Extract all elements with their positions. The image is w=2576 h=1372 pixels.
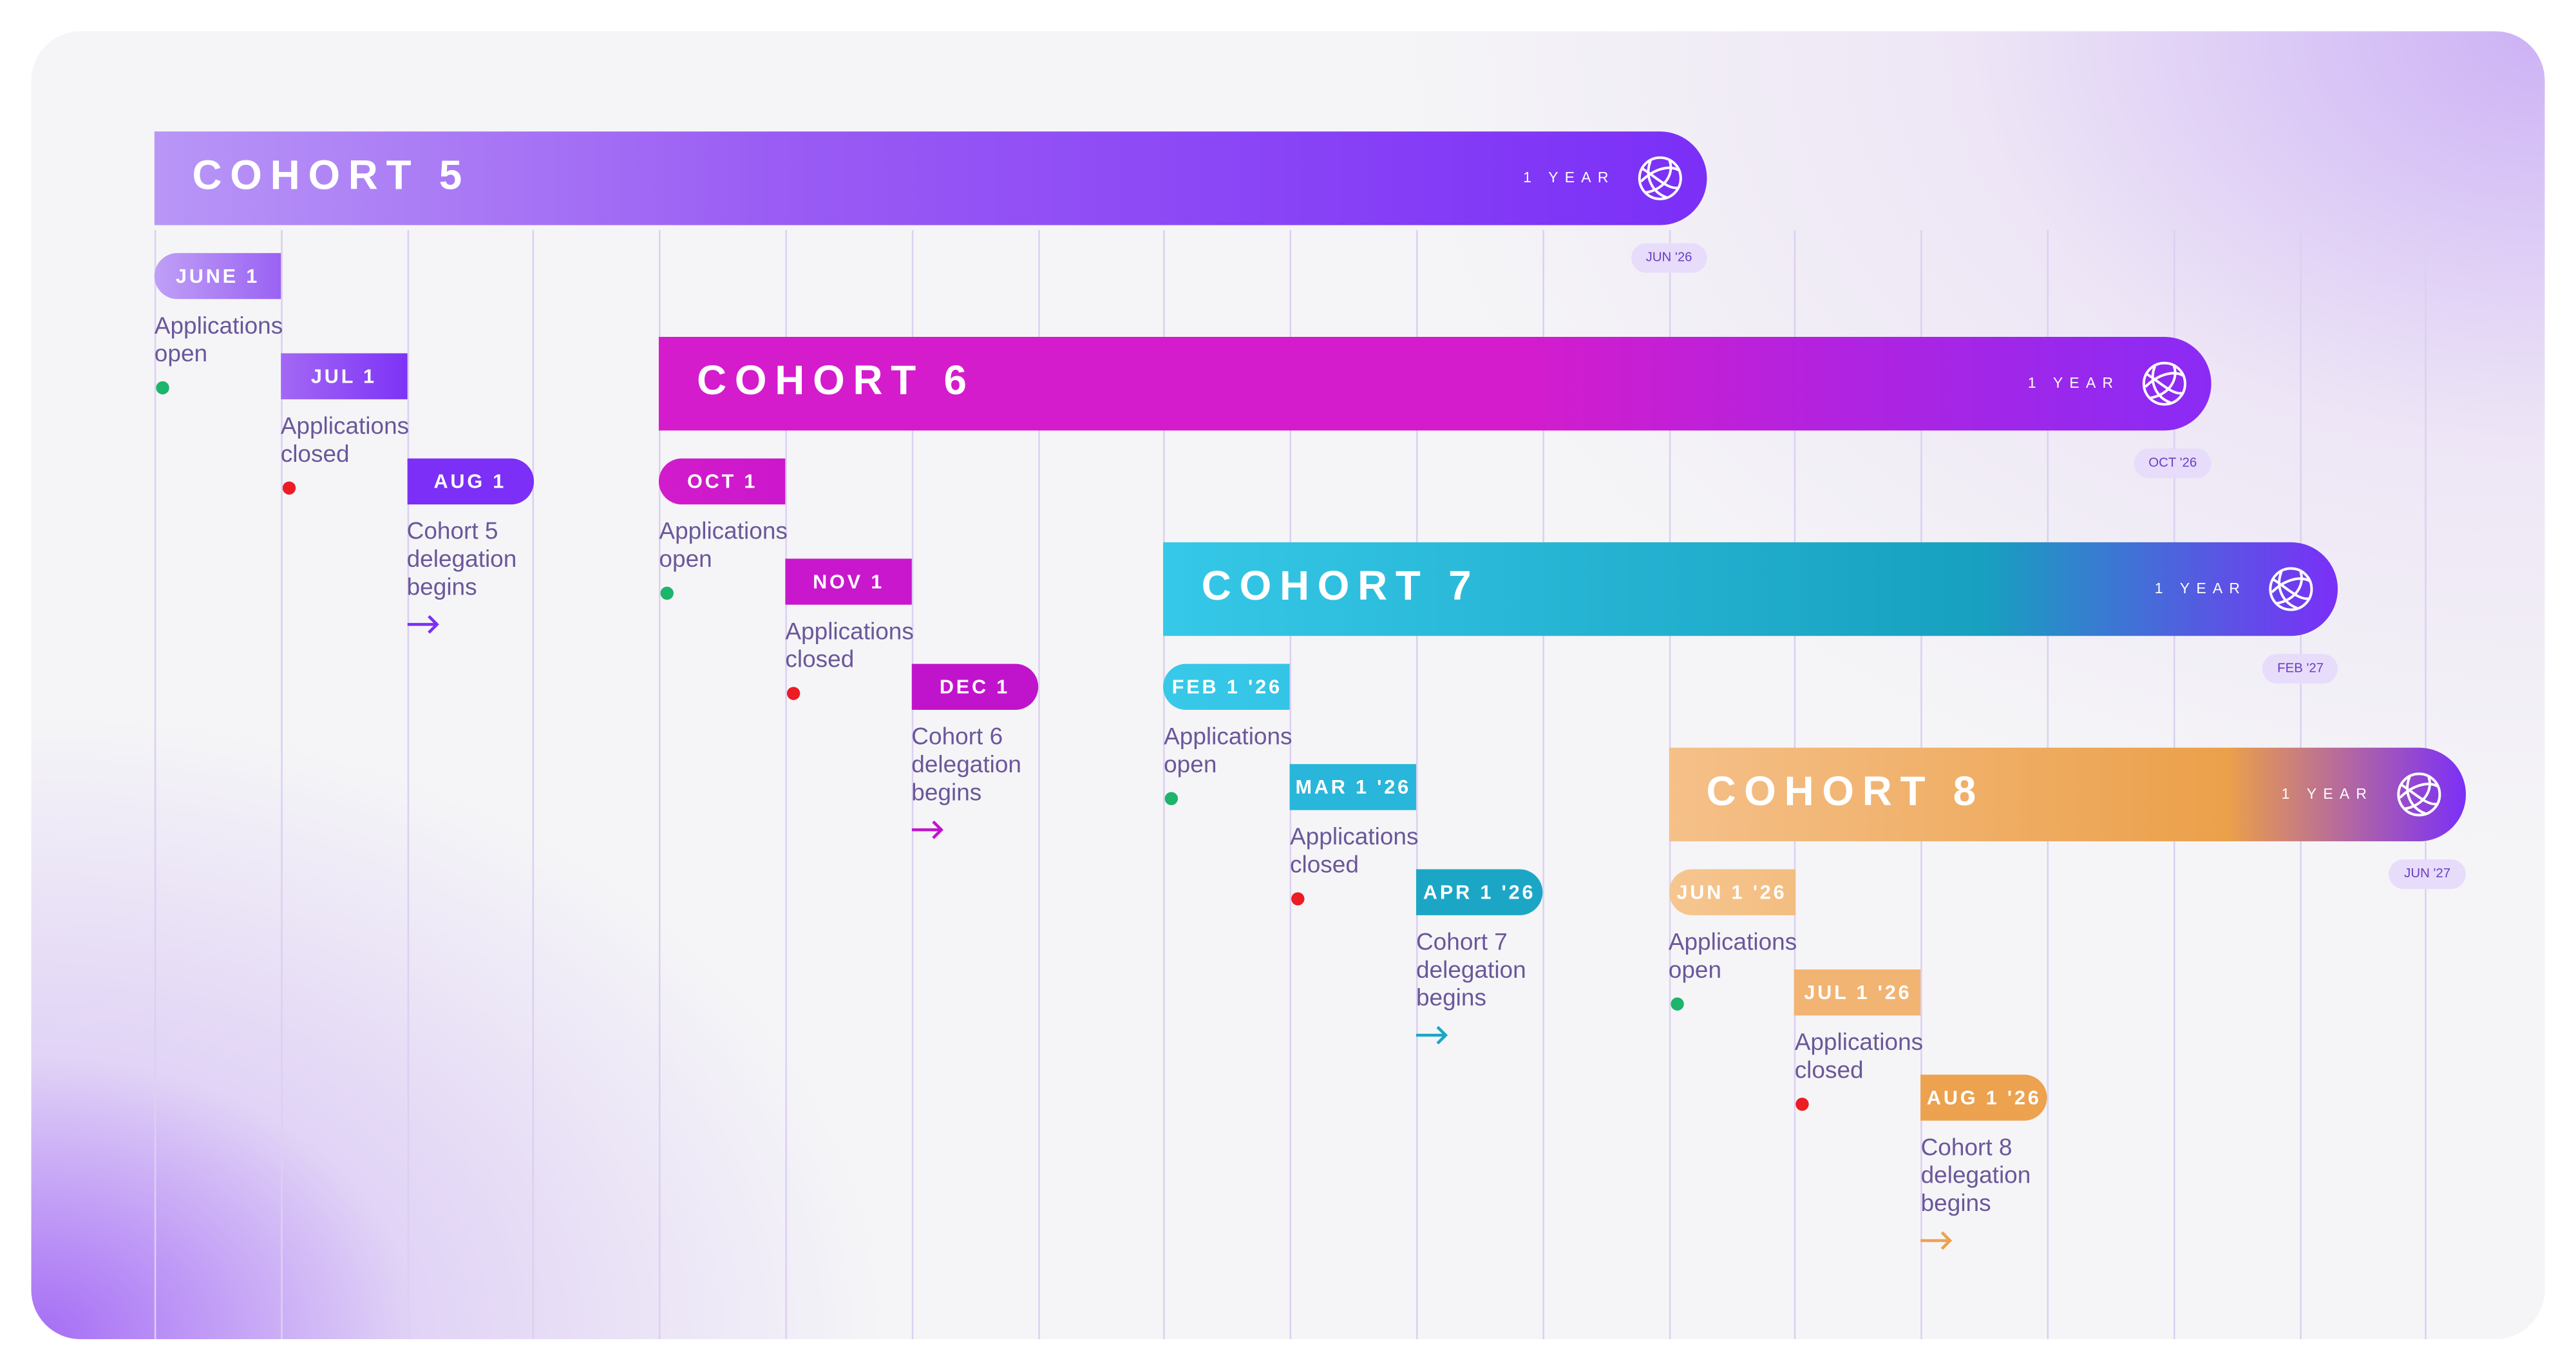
grid-line	[1542, 230, 1544, 1340]
arrow-right-icon	[1920, 1229, 1954, 1250]
milestone-date-tag: OCT 1	[659, 458, 786, 505]
milestone-date-tag: JUNE 1	[154, 252, 281, 300]
arrow-right-icon	[911, 818, 944, 839]
cohort-title: COHORT 5	[192, 153, 471, 199]
milestone-date-tag: FEB 1 '26	[1164, 663, 1291, 710]
milestone-label: Applications closed	[1290, 824, 1419, 879]
status-dot-closed	[1291, 892, 1305, 906]
cohort-bar: COHORT 5 1 YEAR	[154, 131, 1707, 225]
status-dot-closed	[282, 481, 296, 495]
milestone-label: Applications open	[659, 519, 788, 574]
globe-icon	[2268, 566, 2315, 613]
milestone-label: Applications closed	[1794, 1030, 1924, 1085]
milestone-date-tag: JUL 1 '26	[1794, 969, 1922, 1016]
grid-line	[154, 230, 156, 1340]
status-dot-open	[660, 586, 674, 600]
cohort-end-date: JUN '26	[1631, 243, 1707, 273]
cohort-title: COHORT 6	[697, 358, 975, 405]
milestone-label: Cohort 6 delegation begins	[911, 724, 1022, 807]
grid-line	[533, 230, 535, 1340]
milestone-label: Applications open	[154, 314, 283, 368]
milestone-label: Cohort 7 delegation begins	[1416, 929, 1526, 1013]
timeline-card: COHORT 5 1 YEAR JUN '26 JUNE 1 Applications …	[31, 31, 2545, 1340]
milestone-label: Applications closed	[280, 414, 410, 469]
milestone-date-tag: AUG 1	[406, 458, 534, 505]
cohort-bar: COHORT 6 1 YEAR	[659, 336, 2212, 431]
arrow-right-icon	[1416, 1024, 1449, 1045]
status-dot-open	[1165, 792, 1179, 805]
globe-icon	[1636, 155, 1684, 202]
cohort-end-date: FEB '27	[2262, 654, 2339, 684]
globe-icon	[2394, 770, 2442, 818]
milestone-label: Applications closed	[785, 619, 914, 674]
grid-line	[406, 230, 409, 1340]
cohort-bar: COHORT 8 1 YEAR	[1668, 747, 2466, 842]
milestone-date-tag: APR 1 '26	[1416, 869, 1543, 915]
arrow-right-icon	[406, 613, 440, 634]
status-dot-closed	[786, 687, 800, 700]
cohort-end-date: OCT '26	[2134, 448, 2212, 479]
grid-line	[659, 230, 661, 1340]
milestone-label: Applications open	[1164, 724, 1293, 779]
grid-line	[1037, 230, 1039, 1340]
grid-line	[280, 230, 283, 1340]
cohort-duration: 1 YEAR	[2154, 580, 2247, 597]
grid-line	[1164, 230, 1166, 1340]
cohort-end-date: JUN '27	[2389, 859, 2466, 890]
cohort-duration: 1 YEAR	[2027, 374, 2120, 392]
milestone-label: Cohort 8 delegation begins	[1920, 1135, 2031, 1218]
grid-line	[785, 230, 787, 1340]
milestone-date-tag: DEC 1	[911, 663, 1038, 710]
status-dot-open	[156, 381, 169, 395]
milestone-label: Cohort 5 delegation begins	[406, 519, 517, 602]
cohort-title: COHORT 7	[1201, 563, 1480, 610]
cohort-bar: COHORT 7 1 YEAR	[1164, 542, 2339, 636]
milestone-date-tag: AUG 1 '26	[1920, 1074, 2048, 1121]
cohort-duration: 1 YEAR	[2281, 785, 2374, 802]
status-dot-open	[1670, 997, 1683, 1011]
milestone-date-tag: JUN 1 '26	[1668, 869, 1795, 915]
milestone-date-tag: MAR 1 '26	[1290, 764, 1417, 810]
grid-line	[1416, 230, 1418, 1340]
milestone-date-tag: JUL 1	[280, 353, 408, 399]
milestone-date-tag: NOV 1	[785, 558, 912, 605]
cohort-duration: 1 YEAR	[1523, 169, 1615, 186]
status-dot-closed	[1796, 1098, 1810, 1111]
cohort-title: COHORT 8	[1706, 768, 1985, 815]
milestone-label: Applications open	[1668, 929, 1797, 985]
globe-icon	[2141, 360, 2188, 408]
grid-line	[911, 230, 913, 1340]
